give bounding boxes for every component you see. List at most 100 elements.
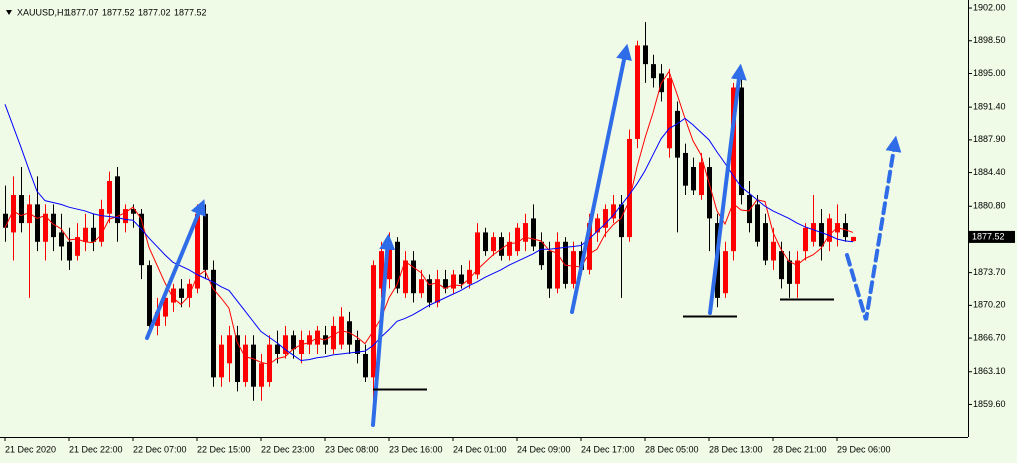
candle-body	[91, 227, 96, 242]
candle-body	[459, 274, 464, 284]
candle-body	[83, 227, 88, 242]
candle-body	[59, 232, 64, 247]
y-tick-label: 1873.70	[973, 267, 1006, 277]
candle-body	[299, 339, 304, 354]
candle-body	[179, 288, 184, 298]
candle-body	[243, 344, 248, 383]
x-tick-label: 21 Dec 2020	[5, 444, 56, 454]
candle-body	[651, 64, 656, 79]
candle-body	[403, 260, 408, 294]
candle-body	[139, 213, 144, 266]
annotations	[145, 43, 902, 427]
candle-body	[635, 45, 640, 139]
symbol-label: XAUUSD,H1	[17, 7, 69, 17]
candle-body	[163, 297, 168, 317]
x-tick-label: 22 Dec 07:00	[133, 444, 187, 454]
candle-body	[563, 241, 568, 284]
candle-body	[571, 251, 576, 284]
candle-body	[291, 335, 296, 350]
candle-body	[99, 209, 104, 242]
candle-body	[819, 223, 824, 247]
candle-body	[747, 195, 752, 224]
candle-body	[667, 78, 672, 149]
candle-body	[131, 209, 136, 214]
y-tick-label: 1891.40	[973, 102, 1006, 112]
candle-body	[259, 363, 264, 387]
candle-body	[75, 237, 80, 256]
candle-body	[67, 241, 72, 261]
trend-arrow	[570, 43, 632, 314]
x-tick-label: 28 Dec 05:00	[645, 444, 699, 454]
x-tick-label: 24 Dec 01:00	[453, 444, 507, 454]
candle-body	[387, 241, 392, 280]
menu-triangle	[6, 10, 12, 15]
current-price-box	[969, 230, 1015, 243]
candle-body	[627, 138, 632, 238]
candle-body	[435, 279, 440, 303]
candle-body	[547, 251, 552, 289]
x-tick-label: 28 Dec 13:00	[709, 444, 763, 454]
candle-body	[763, 223, 768, 261]
y-tick-label: 1859.60	[973, 399, 1006, 409]
candle-body	[803, 227, 808, 252]
candle-body	[643, 45, 648, 65]
candle-body	[147, 265, 152, 326]
candle-body	[611, 204, 616, 219]
candle-body	[507, 241, 512, 256]
candle-body	[51, 213, 56, 238]
trend-arrow	[371, 233, 396, 427]
candle-body	[331, 325, 336, 350]
trend-arrow	[145, 199, 206, 340]
x-tick-label: 23 Dec 16:00	[389, 444, 443, 454]
current-price-label: 1877.52	[972, 231, 1005, 241]
candle-body	[35, 204, 40, 242]
x-tick-label: 24 Dec 09:00	[517, 444, 571, 454]
candle-body	[483, 232, 488, 252]
candle-body	[315, 330, 320, 345]
candle-body	[691, 166, 696, 191]
candle-body	[699, 162, 704, 196]
candle-body	[187, 283, 192, 298]
candle-body	[419, 279, 424, 294]
candle-body	[195, 213, 200, 289]
candle-body	[795, 260, 800, 284]
candle-body	[851, 236, 856, 242]
candle-body	[107, 181, 112, 214]
ohlc-open: 1877.07	[66, 7, 99, 17]
x-tick-label: 29 Dec 06:00	[837, 444, 891, 454]
candle-body	[19, 195, 24, 224]
x-tick-label: 23 Dec 08:00	[325, 444, 379, 454]
candle-body	[203, 213, 208, 270]
x-tick-label: 21 Dec 22:00	[69, 444, 123, 454]
ohlc-close: 1877.52	[174, 7, 207, 17]
candle-body	[219, 344, 224, 378]
candle-body	[771, 241, 776, 261]
x-tick-label: 28 Dec 21:00	[773, 444, 827, 454]
candle-body	[475, 232, 480, 275]
y-tick-label: 1880.80	[973, 201, 1006, 211]
candle-body	[723, 251, 728, 294]
candle-body	[251, 344, 256, 387]
y-tick-label: 1895.00	[973, 68, 1006, 78]
x-tick-label: 24 Dec 17:00	[581, 444, 635, 454]
candle-body	[523, 223, 528, 242]
candle-body	[515, 227, 520, 252]
candle-body	[619, 204, 624, 238]
y-tick-label: 1887.90	[973, 134, 1006, 144]
candle-body	[211, 269, 216, 378]
candle-body	[675, 110, 680, 158]
candle-body	[787, 260, 792, 284]
candle-body	[443, 279, 448, 289]
candle-body	[491, 237, 496, 252]
y-tick-label: 1902.00	[973, 2, 1006, 12]
ohlc-high: 1877.52	[102, 7, 135, 17]
candle-body	[827, 218, 832, 242]
candle-body	[531, 218, 536, 247]
candle-body	[467, 269, 472, 284]
candle-body	[115, 176, 120, 224]
candle-body	[3, 213, 8, 228]
candle-body	[379, 251, 384, 289]
candle-body	[283, 335, 288, 354]
candle-body	[275, 344, 280, 354]
